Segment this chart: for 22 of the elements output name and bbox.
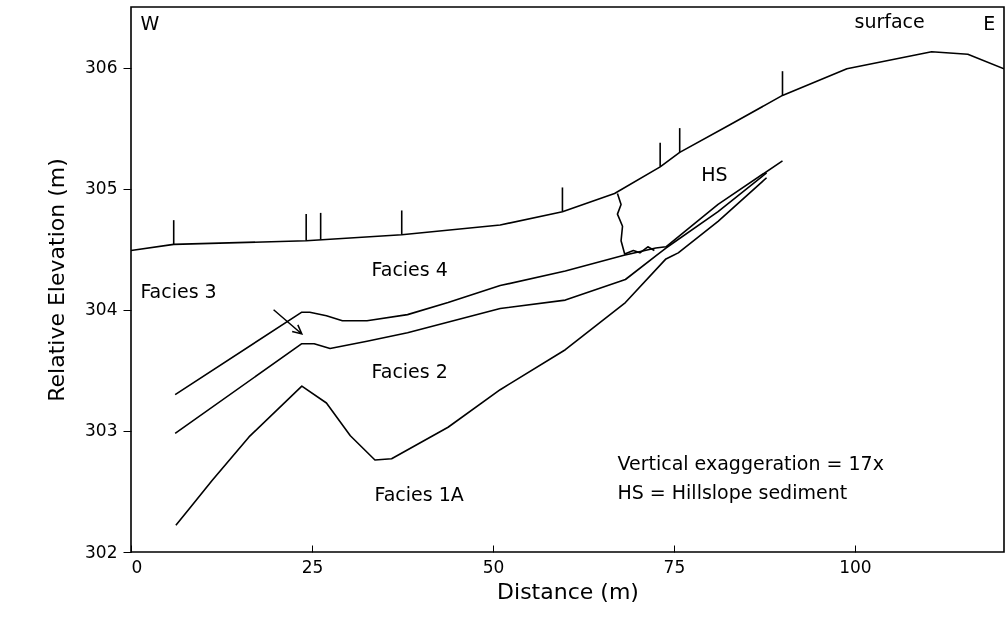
y-tick-label: 305 — [85, 178, 118, 199]
annotation: E — [983, 11, 996, 34]
y-tick-label: 302 — [85, 541, 118, 562]
x-axis-title: Distance (m) — [497, 578, 639, 604]
x-tick-label: 50 — [482, 556, 505, 577]
x-tick-label: 0 — [131, 556, 143, 577]
y-axis-title: Relative Elevation (m) — [44, 158, 70, 402]
x-tick-label: 75 — [663, 556, 686, 577]
annotation: Facies 4 — [371, 257, 448, 280]
annotation: W — [140, 11, 160, 34]
x-tick-label: 100 — [839, 556, 872, 577]
annotation: Vertical exaggeration = 17x — [617, 451, 884, 474]
y-tick-label: 306 — [85, 57, 118, 78]
x-tick-label: 25 — [301, 556, 324, 577]
annotation: HS = Hillslope sediment — [617, 480, 848, 503]
y-tick-label: 303 — [85, 420, 118, 441]
y-tick-label: 304 — [85, 299, 118, 320]
annotation: Facies 3 — [140, 279, 217, 302]
series-label: surface — [854, 9, 925, 32]
annotation: HS — [701, 163, 728, 186]
annotation: Facies 1A — [374, 483, 464, 506]
annotation: Facies 2 — [371, 359, 448, 382]
